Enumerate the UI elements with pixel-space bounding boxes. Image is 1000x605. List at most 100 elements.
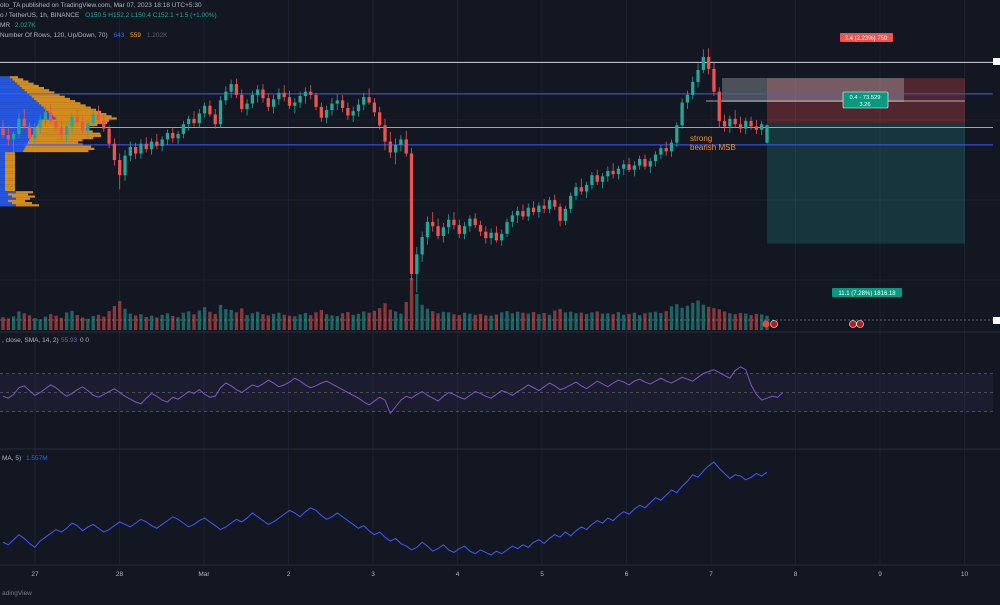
candle-body xyxy=(563,208,568,221)
candle-body xyxy=(616,168,621,175)
volume-bar xyxy=(648,312,652,330)
candle-body xyxy=(653,154,658,162)
candle-body xyxy=(176,133,180,139)
volume-bar xyxy=(250,313,255,330)
volume-bar xyxy=(17,311,21,330)
volume-bar xyxy=(627,313,631,330)
volume-bar xyxy=(33,318,37,330)
candle-body xyxy=(287,97,292,106)
vp-row-down xyxy=(40,119,110,122)
volume-bar xyxy=(484,315,488,330)
vp-row-up xyxy=(0,100,37,103)
candle-body xyxy=(250,94,255,104)
vp-row-up xyxy=(0,197,16,200)
volume-bar xyxy=(574,313,578,330)
candle-body xyxy=(388,141,392,153)
price-axis-handle-top[interactable] xyxy=(993,58,1000,65)
time-tick-label: 8 xyxy=(794,571,798,578)
volume-bar xyxy=(478,313,483,330)
vp-row-up xyxy=(0,171,5,174)
volume-bar xyxy=(468,313,472,330)
volume-bar xyxy=(202,307,207,330)
note-strong[interactable]: strong xyxy=(690,134,712,143)
vp-row-up xyxy=(0,87,22,90)
volume-bar xyxy=(208,311,212,330)
candle-body xyxy=(240,94,244,110)
volume-bar xyxy=(659,312,663,330)
candle-body xyxy=(324,110,329,118)
candle-body xyxy=(452,219,456,226)
candle-body xyxy=(489,232,493,239)
vp-label: Number Of Rows, 120, Up/Down, 70) xyxy=(0,32,108,39)
candle-body xyxy=(112,143,117,161)
volume-bar xyxy=(452,314,456,330)
event-icon-1[interactable] xyxy=(762,320,770,328)
symbol-title[interactable]: o / TetherUS, 1h, BINANCE xyxy=(0,12,80,19)
volume-bar xyxy=(675,304,679,330)
candle-body xyxy=(372,102,377,113)
volume-bar xyxy=(118,301,122,330)
vp-row-down xyxy=(31,95,65,98)
event-flag-icon-2[interactable] xyxy=(849,320,857,328)
time-tick-label: 27 xyxy=(31,571,39,578)
vp-row-down xyxy=(43,106,91,109)
vp-row-down xyxy=(5,189,15,192)
candle-body xyxy=(107,128,111,144)
candle-body xyxy=(659,148,663,155)
candle-body xyxy=(590,175,594,185)
volume-bar xyxy=(49,314,53,330)
risk-reward-label-bg xyxy=(842,91,889,109)
note-bearish-msb[interactable]: bearish MSB xyxy=(690,143,736,152)
vp-row-up xyxy=(0,162,5,166)
candle-body xyxy=(96,114,101,120)
candle-body xyxy=(765,125,769,143)
candle-body xyxy=(91,114,95,124)
candle-body xyxy=(447,219,451,228)
vp-row-up xyxy=(0,108,46,111)
volume-bar xyxy=(128,313,132,330)
vp-up: 643 xyxy=(113,32,125,39)
vp-row-down xyxy=(29,139,83,142)
vp-row-down xyxy=(55,117,117,120)
volume-bar xyxy=(102,316,106,330)
candle-body xyxy=(298,96,302,103)
volume-bar xyxy=(256,311,260,330)
candle-body xyxy=(420,237,424,255)
candle-body xyxy=(245,103,249,110)
vp-row-down xyxy=(5,173,15,177)
stop-loss-label-bg xyxy=(840,33,893,42)
event-flag-icon-3[interactable] xyxy=(856,320,864,328)
volume-bar xyxy=(340,313,345,330)
candle-body xyxy=(569,195,573,209)
candle-body xyxy=(515,211,520,216)
time-axis[interactable]: 27 28 Mar 2 3 4 5 6 7 8 9 10 xyxy=(31,571,968,578)
candle-body xyxy=(415,254,419,274)
candle-body xyxy=(701,56,705,70)
time-tick-label: 3 xyxy=(371,571,375,578)
vp-row-down xyxy=(26,91,55,94)
candle-body xyxy=(643,158,647,167)
vp-row-down xyxy=(10,76,18,79)
rsi-value: 55.93 xyxy=(61,337,78,344)
vp-row-up xyxy=(0,130,34,133)
volume-bar xyxy=(96,314,101,330)
rsi-series xyxy=(0,366,993,415)
volume-bar xyxy=(584,313,589,330)
vp-row-up xyxy=(0,156,5,159)
vp-row-up xyxy=(0,182,5,185)
vp-row-down xyxy=(34,97,70,101)
candle-body xyxy=(86,123,90,131)
candle-body xyxy=(309,91,313,95)
volume-bar xyxy=(669,306,674,330)
volume-bar xyxy=(399,313,403,330)
candle-body xyxy=(43,112,48,120)
vp-row-down xyxy=(48,110,102,114)
price-axis-handle-bottom[interactable] xyxy=(993,317,1000,324)
event-flag-icon-1[interactable] xyxy=(770,320,778,328)
candle-body xyxy=(367,97,371,103)
volume-bar xyxy=(691,302,695,330)
candle-body xyxy=(293,102,297,106)
vp-row-down xyxy=(41,104,86,107)
